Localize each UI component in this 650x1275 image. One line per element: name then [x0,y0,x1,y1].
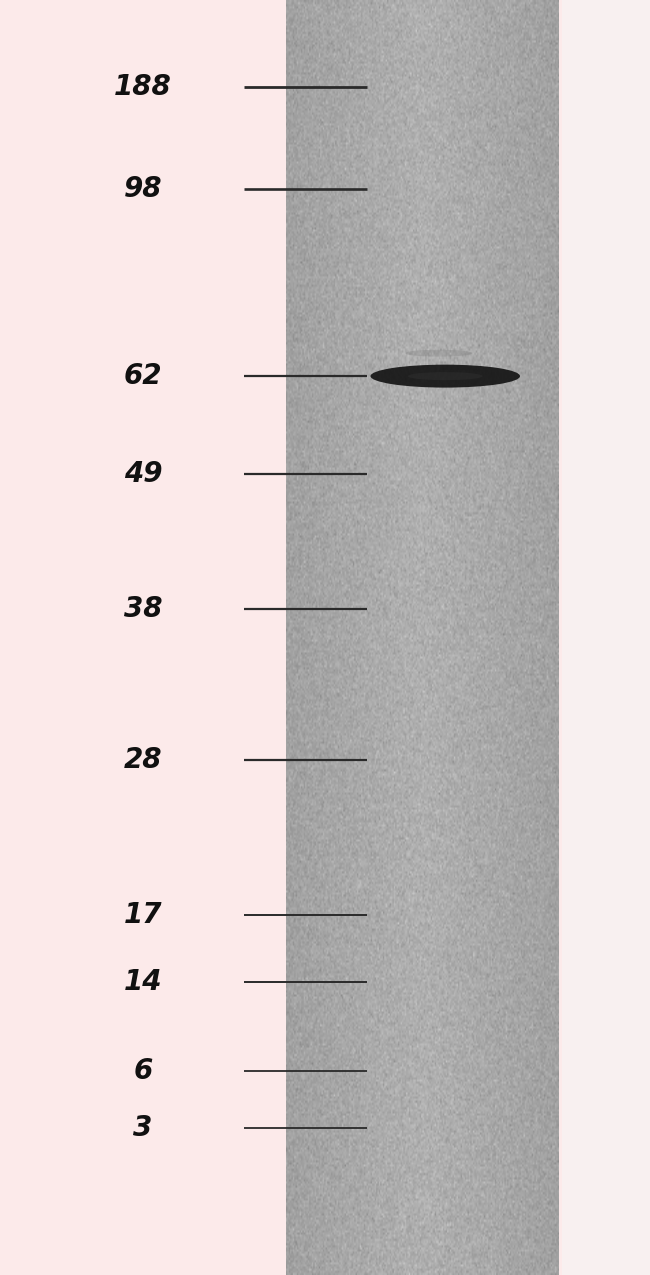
Ellipse shape [370,365,520,388]
Text: 188: 188 [114,73,172,101]
Ellipse shape [405,349,473,357]
Text: 14: 14 [124,968,162,996]
Text: 62: 62 [124,362,162,390]
Ellipse shape [408,372,482,380]
Text: 6: 6 [133,1057,153,1085]
Bar [286,0,559,1275]
Text: 17: 17 [124,901,162,929]
Text: 3: 3 [133,1114,153,1142]
Text: 38: 38 [124,595,162,623]
Bar [0,0,562,1275]
Bar [562,0,650,1275]
Text: 49: 49 [124,460,162,488]
Text: 28: 28 [124,746,162,774]
Text: 98: 98 [124,175,162,203]
